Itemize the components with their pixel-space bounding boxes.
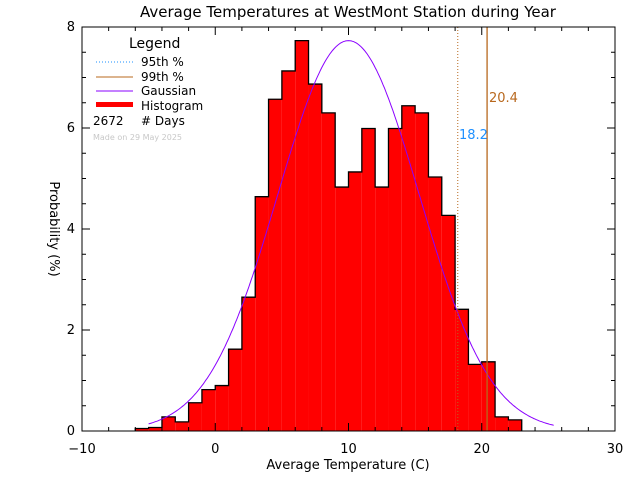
histogram-bar: [388, 128, 402, 431]
y-tick-label: 2: [67, 323, 75, 338]
histogram-bar: [175, 421, 189, 431]
histogram-bar: [401, 105, 416, 431]
axis-ticks: −10 0 10 20 30 0 2 4 6 8: [67, 20, 624, 457]
overlay-lines: [148, 27, 554, 431]
y-tick-label: 6: [67, 121, 75, 136]
histogram-bar: [241, 297, 256, 431]
y-tick-label: 0: [67, 424, 75, 439]
histogram-bar: [308, 84, 322, 431]
histogram-bar: [455, 309, 469, 431]
chart-title: Average Temperatures at WestMont Station…: [140, 3, 557, 21]
p95-label: 18.2: [459, 128, 488, 143]
legend: Legend 95th % 99th % Gaussian Histogram …: [93, 36, 203, 142]
legend-item-99th: 99th %: [141, 70, 184, 84]
histogram-bar: [268, 99, 282, 431]
gaussian-curve: [148, 40, 554, 426]
p99-label: 20.4: [489, 91, 518, 106]
histogram-bar: [135, 428, 149, 431]
legend-item-histogram: Histogram: [141, 99, 203, 113]
x-tick-label: 30: [607, 442, 624, 457]
histogram-bar: [228, 349, 242, 431]
x-tick-label: 20: [473, 442, 490, 457]
y-tick-label: 4: [67, 222, 75, 237]
histogram-bar: [255, 196, 269, 431]
x-tick-label: 0: [211, 442, 219, 457]
y-tick-label: 8: [67, 20, 75, 35]
histogram-bar: [335, 187, 349, 431]
legend-days-count: 2672: [93, 114, 124, 128]
histogram-bar: [281, 70, 296, 431]
histogram-bar: [295, 40, 309, 431]
histogram-bar: [348, 171, 362, 431]
histogram-bar: [495, 416, 509, 431]
legend-swatch-histogram: [96, 102, 133, 107]
y-axis-label: Probability (%): [46, 181, 61, 276]
legend-item-95th: 95th %: [141, 55, 184, 69]
x-tick-label: 10: [340, 442, 357, 457]
histogram-bar: [188, 402, 202, 431]
histogram-bar: [441, 215, 456, 431]
histogram-bar: [321, 112, 336, 431]
histogram-bar: [375, 187, 389, 431]
legend-item-gaussian: Gaussian: [141, 84, 196, 98]
histogram-bar: [481, 361, 496, 431]
histogram-bars: [134, 39, 523, 431]
x-tick-label: −10: [68, 442, 95, 457]
histogram-bar: [468, 364, 482, 431]
x-axis-label: Average Temperature (C): [266, 458, 429, 473]
histogram-bar: [215, 385, 229, 431]
made-on-note: Made on 29 May 2025: [93, 133, 182, 142]
legend-title: Legend: [129, 36, 180, 52]
histogram-bar: [161, 416, 176, 431]
histogram-bar: [148, 427, 162, 431]
histogram-bar: [201, 389, 216, 431]
histogram-bar: [428, 176, 442, 431]
histogram-bar: [508, 419, 522, 431]
histogram-bar: [415, 112, 429, 431]
histogram-bar: [361, 128, 376, 431]
legend-days-label: # Days: [141, 114, 185, 128]
